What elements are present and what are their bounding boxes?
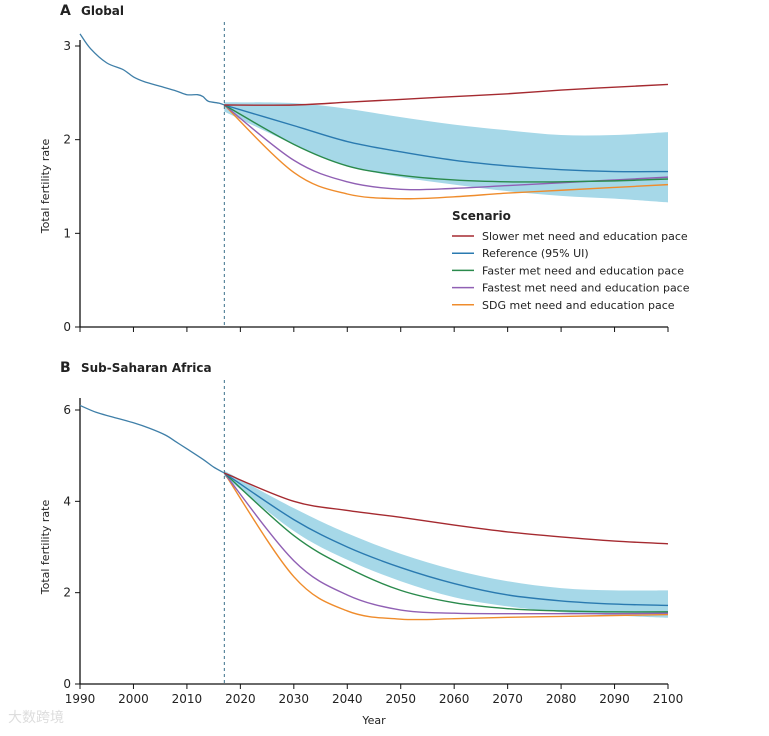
- panel-a-letter: A: [60, 3, 71, 19]
- x-tick-label: 2010: [172, 692, 203, 706]
- reference-series-line: [224, 104, 669, 173]
- panel-a-title: Global: [81, 4, 124, 18]
- fastest-series-line: [223, 472, 669, 615]
- legend-label-fastest: Fastest met need and education pace: [482, 282, 690, 295]
- y-tick-label: 4: [63, 494, 71, 508]
- history-line: [79, 404, 225, 474]
- watermark: 大数跨境: [8, 710, 64, 726]
- y-tick-label: 1: [63, 226, 71, 240]
- x-tick-label: 2040: [332, 692, 363, 706]
- legend-label-sdg: SDG met need and education pace: [482, 299, 675, 312]
- y-tick-label: 2: [63, 133, 71, 147]
- x-tick-label: 2060: [439, 692, 470, 706]
- x-tick-label: 2100: [653, 692, 684, 706]
- y-tick-label: 6: [63, 403, 71, 417]
- slower-series-line: [224, 472, 669, 545]
- reference-series-line: [223, 472, 669, 607]
- x-tick-label: 2050: [385, 692, 416, 706]
- x-tick-label: 2020: [225, 692, 256, 706]
- panel-b-title: Sub-Saharan Africa: [81, 361, 212, 375]
- x-axis-label: Year: [361, 714, 386, 727]
- y-tick-label: 0: [63, 677, 71, 691]
- legend-label-faster: Faster met need and education pace: [482, 264, 684, 277]
- panel-b-letter: B: [60, 360, 71, 376]
- legend-title: Scenario: [452, 209, 511, 223]
- legend-label-slower: Slower met need and education pace: [482, 230, 688, 243]
- slower-series-line: [224, 83, 669, 106]
- panel-a: 0 1 2 3: [63, 22, 669, 334]
- panel-b-ylabel: Total fertility rate: [39, 500, 52, 596]
- x-tick-label: 2030: [279, 692, 310, 706]
- y-tick-label: 0: [63, 320, 71, 334]
- x-tick-label: 2090: [599, 692, 630, 706]
- reference-uncertainty-band: [224, 102, 668, 203]
- legend: Scenario Slower met need and education p…: [452, 209, 690, 312]
- reference-uncertainty-band: [224, 470, 668, 618]
- panel-a-ylabel: Total fertility rate: [39, 139, 52, 235]
- legend-label-reference: Reference (95% UI): [482, 247, 589, 260]
- x-tick-label: 1990: [65, 692, 96, 706]
- history-line: [79, 33, 225, 106]
- sdg-series-line: [223, 472, 669, 621]
- faster-series-line: [223, 104, 669, 183]
- sdg-series-line: [223, 104, 669, 200]
- x-tick-label: 2070: [492, 692, 523, 706]
- panel-b: 0 2 4 6 1990 2000 2010 2020 2030 2040 2050 2060 2070…: [63, 380, 683, 706]
- y-tick-label: 2: [63, 586, 71, 600]
- faster-series-line: [223, 472, 669, 613]
- y-tick-label: 3: [63, 39, 71, 53]
- x-tick-label: 2080: [546, 692, 577, 706]
- x-tick-label: 2000: [118, 692, 149, 706]
